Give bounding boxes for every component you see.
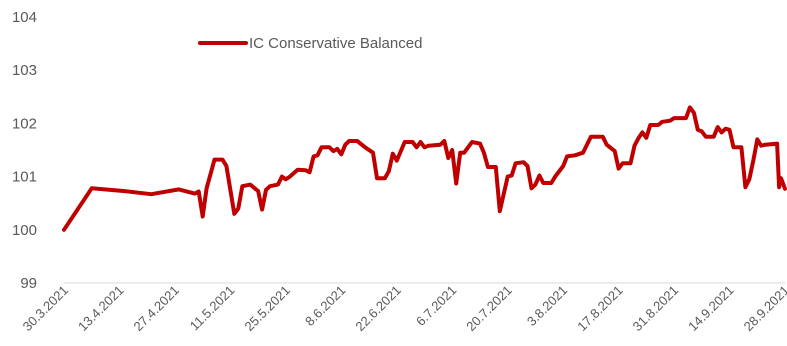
x-tick-label: 20.7.2021 (463, 283, 515, 335)
x-tick-label: 8.6.2021 (302, 283, 348, 329)
series-line-ic-conservative-balanced (62, 105, 787, 232)
y-tick-label: 99 (20, 275, 37, 292)
legend-label-ic-conservative-balanced: IC Conservative Balanced (249, 35, 422, 52)
series-layer (62, 105, 787, 232)
x-tick-label: 25.5.2021 (241, 283, 293, 335)
y-tick-label: 100 (12, 222, 37, 239)
x-tick-label: 11.5.2021 (187, 283, 238, 334)
x-tick-label: 13.4.2021 (75, 283, 127, 335)
x-tick-label: 3.8.2021 (524, 283, 570, 329)
y-axis: 99 100 101 102 103 104 (12, 9, 37, 292)
y-tick-label: 101 (12, 169, 37, 186)
y-tick-label: 103 (12, 62, 37, 79)
x-tick-label: 28.9.2021 (741, 283, 787, 335)
x-tick-label: 22.6.2021 (352, 283, 404, 335)
x-tick-label: 6.7.2021 (413, 283, 459, 329)
x-tick-label: 31.8.2021 (630, 283, 682, 335)
x-tick-label: 14.9.2021 (685, 283, 737, 335)
legend: IC Conservative Balanced (198, 35, 422, 52)
y-tick-label: 104 (12, 9, 37, 26)
x-axis: 30.3.2021 13.4.2021 27.4.2021 11.5.2021 25.5… (20, 282, 787, 335)
x-tick-label: 17.8.2021 (574, 283, 626, 335)
x-tick-label: 27.4.2021 (131, 283, 183, 335)
y-tick-label: 102 (12, 115, 37, 132)
